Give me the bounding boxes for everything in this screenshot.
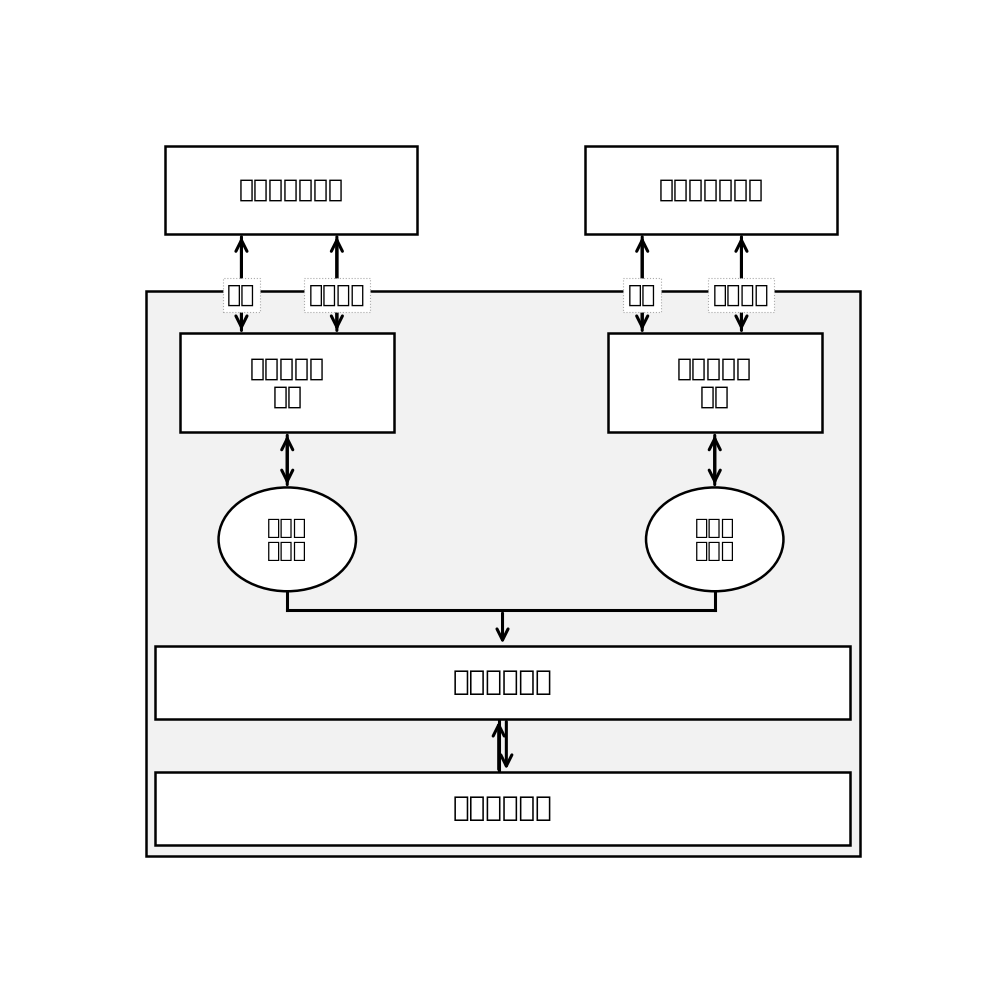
Text: 数据存储服务: 数据存储服务 — [453, 794, 553, 822]
Text: 消息总线服务: 消息总线服务 — [453, 668, 553, 696]
Ellipse shape — [646, 487, 783, 591]
FancyBboxPatch shape — [156, 772, 850, 845]
Text: 数据发布适
配器: 数据发布适 配器 — [250, 357, 325, 409]
FancyBboxPatch shape — [165, 146, 417, 234]
Text: 连接: 连接 — [628, 283, 656, 307]
Text: 连接: 连接 — [228, 283, 255, 307]
FancyBboxPatch shape — [146, 291, 860, 856]
Text: 发布系统数据库: 发布系统数据库 — [238, 178, 344, 202]
Text: 订阅服
务接口: 订阅服 务接口 — [694, 518, 735, 561]
Text: 获取数据: 获取数据 — [308, 283, 365, 307]
FancyBboxPatch shape — [180, 333, 394, 432]
Text: 发布服
务接口: 发布服 务接口 — [267, 518, 307, 561]
Text: 订阅系统数据库: 订阅系统数据库 — [658, 178, 763, 202]
FancyBboxPatch shape — [608, 333, 821, 432]
Text: 推送数据: 推送数据 — [713, 283, 769, 307]
Ellipse shape — [219, 487, 356, 591]
FancyBboxPatch shape — [156, 646, 850, 719]
FancyBboxPatch shape — [585, 146, 837, 234]
Text: 数据订阅适
配器: 数据订阅适 配器 — [678, 357, 753, 409]
